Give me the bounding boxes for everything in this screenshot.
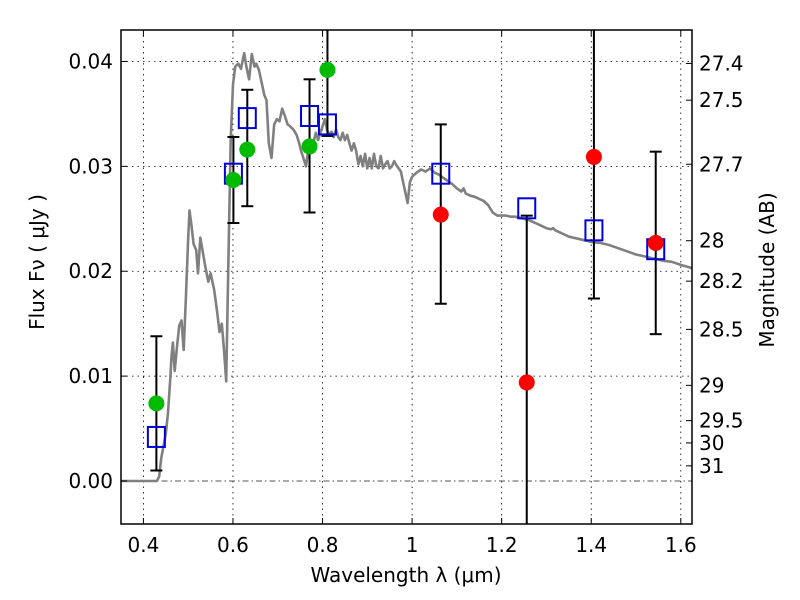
y-right-tick-label: 28.2 bbox=[699, 269, 744, 293]
y-right-axis-label: Magnitude (AB) bbox=[755, 192, 779, 347]
errorbar-layer bbox=[150, 30, 662, 524]
y-tick-label: 0.04 bbox=[68, 49, 113, 73]
y-right-tick-label: 28.5 bbox=[699, 317, 744, 341]
plot-frame bbox=[120, 29, 693, 525]
y-right-tick-label: 27.7 bbox=[699, 152, 744, 176]
spectrum-layer bbox=[121, 51, 692, 483]
x-axis-label: Wavelength λ (μm) bbox=[310, 563, 501, 587]
observed-optical-point bbox=[148, 395, 165, 412]
y-axis-ticks: 0.00 0.01 0.02 0.03 0.04 bbox=[68, 49, 127, 493]
observed-nir-point bbox=[585, 148, 602, 165]
y-right-tick-label: 31 bbox=[699, 454, 724, 478]
model-photometry-square bbox=[317, 113, 337, 136]
x-tick-label: 0.6 bbox=[217, 533, 249, 557]
x-axis-ticks: 0.4 0.6 0.8 1 1.2 1.4 1.6 bbox=[127, 30, 697, 557]
x-tick-label: 1.2 bbox=[486, 533, 518, 557]
observed-optical-point bbox=[225, 171, 242, 188]
observed-optical-point bbox=[239, 141, 256, 158]
model-spectrum-line bbox=[121, 51, 692, 483]
observed-nir-point bbox=[518, 374, 535, 391]
y-tick-label: 0.01 bbox=[68, 364, 113, 388]
observed-nir-point bbox=[647, 234, 664, 251]
y-tick-label: 0.02 bbox=[68, 259, 113, 283]
model-photometry-square bbox=[584, 219, 604, 242]
y-right-tick-label: 29.5 bbox=[699, 409, 744, 433]
y-tick-label: 0.03 bbox=[68, 154, 113, 178]
x-tick-label: 1.6 bbox=[665, 533, 697, 557]
y-right-tick-label: 29 bbox=[699, 373, 724, 397]
x-tick-label: 1.4 bbox=[575, 533, 607, 557]
x-tick-label: 0.8 bbox=[307, 533, 339, 557]
model-photometry-square bbox=[237, 107, 257, 130]
y-axis-label: Flux Fν ( μJy ) bbox=[25, 194, 49, 330]
y-right-tick-label: 27.4 bbox=[699, 51, 744, 75]
y-tick-label: 0.00 bbox=[68, 469, 113, 493]
y-right-tick-label: 30 bbox=[699, 431, 724, 455]
x-tick-label: 0.4 bbox=[127, 533, 159, 557]
observed-optical-point bbox=[301, 138, 318, 155]
observed-optical-point bbox=[319, 61, 336, 78]
observed-nir-point bbox=[432, 206, 449, 223]
x-tick-label: 1 bbox=[406, 533, 419, 557]
model-photometry-square bbox=[517, 197, 537, 220]
model-photometry-square bbox=[431, 162, 451, 185]
y-right-tick-label: 28 bbox=[699, 229, 724, 253]
marker-layer bbox=[146, 61, 666, 448]
model-photometry-square bbox=[146, 425, 166, 448]
y-right-tick-label: 27.5 bbox=[699, 88, 744, 112]
